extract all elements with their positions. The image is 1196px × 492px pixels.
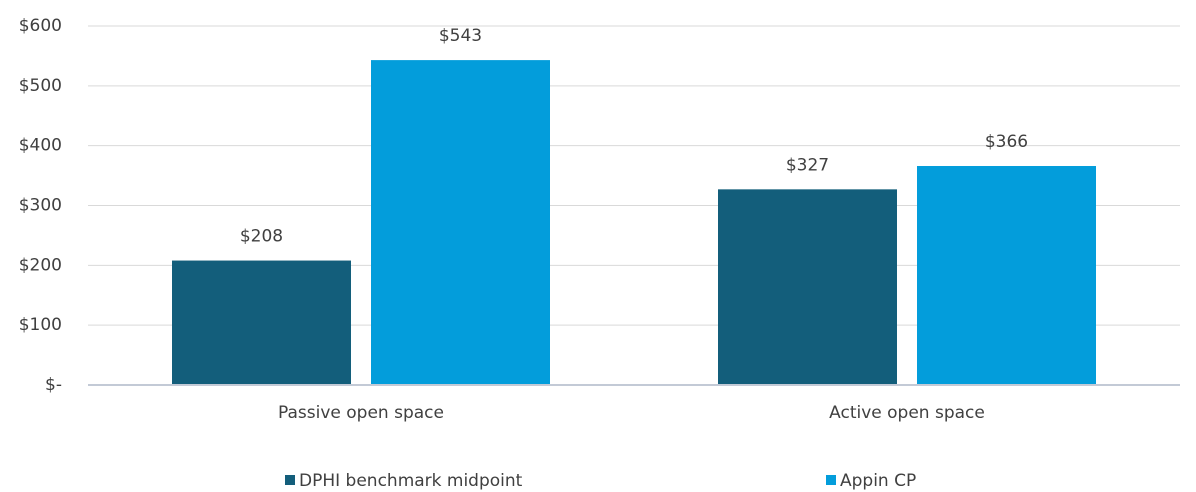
bar (371, 60, 550, 385)
legend-label: DPHI benchmark midpoint (299, 471, 523, 491)
legend-label: Appin CP (840, 471, 916, 491)
value-label: $543 (439, 26, 482, 46)
x-tick-label: Active open space (829, 403, 985, 423)
legend-marker (826, 475, 836, 485)
y-tick-label: $500 (19, 76, 62, 96)
bar (917, 166, 1096, 385)
value-label: $208 (240, 227, 283, 247)
y-tick-label: $200 (19, 255, 62, 275)
y-tick-label: $300 (19, 196, 62, 216)
value-label: $366 (985, 132, 1028, 152)
bar (718, 189, 897, 385)
value-label: $327 (786, 155, 829, 175)
y-tick-label: $600 (19, 16, 62, 36)
y-tick-label: $- (45, 375, 62, 395)
bar (172, 260, 351, 385)
y-tick-label: $100 (19, 315, 62, 335)
y-tick-label: $400 (19, 136, 62, 156)
legend-marker (285, 475, 295, 485)
x-tick-label: Passive open space (278, 403, 444, 423)
